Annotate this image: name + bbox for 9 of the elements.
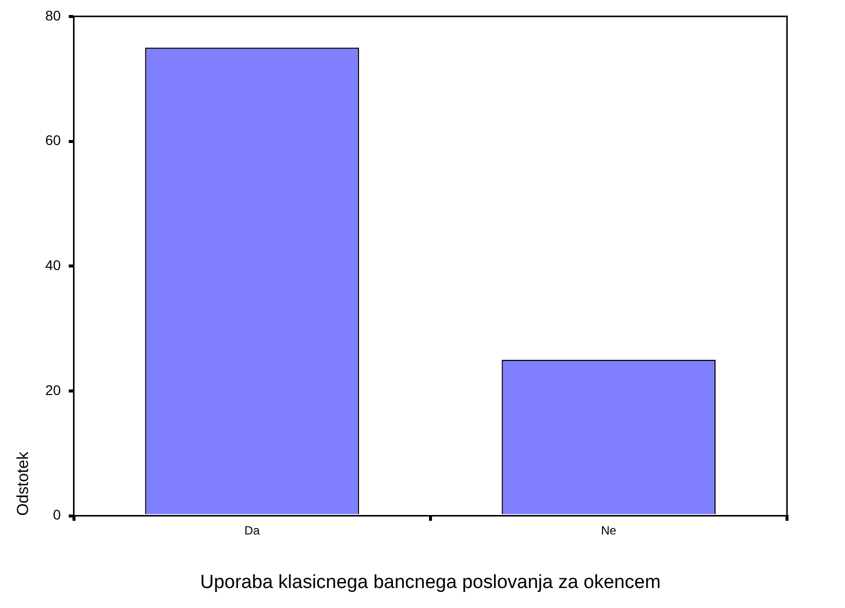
y-tick-label: 40 xyxy=(45,256,61,273)
x-axis-title: Uporaba klasicnega bancnega poslovanja za okencem xyxy=(200,572,661,593)
y-tick-label: 0 xyxy=(52,506,61,523)
y-tick-label: 20 xyxy=(45,382,61,398)
y-axis-title: Odstotek xyxy=(15,450,32,516)
y-tick-label: 60 xyxy=(45,132,61,148)
y-tick-label: 80 xyxy=(45,7,61,24)
x-tick-label: Da xyxy=(244,523,260,538)
x-tick-label: Ne xyxy=(601,523,617,538)
